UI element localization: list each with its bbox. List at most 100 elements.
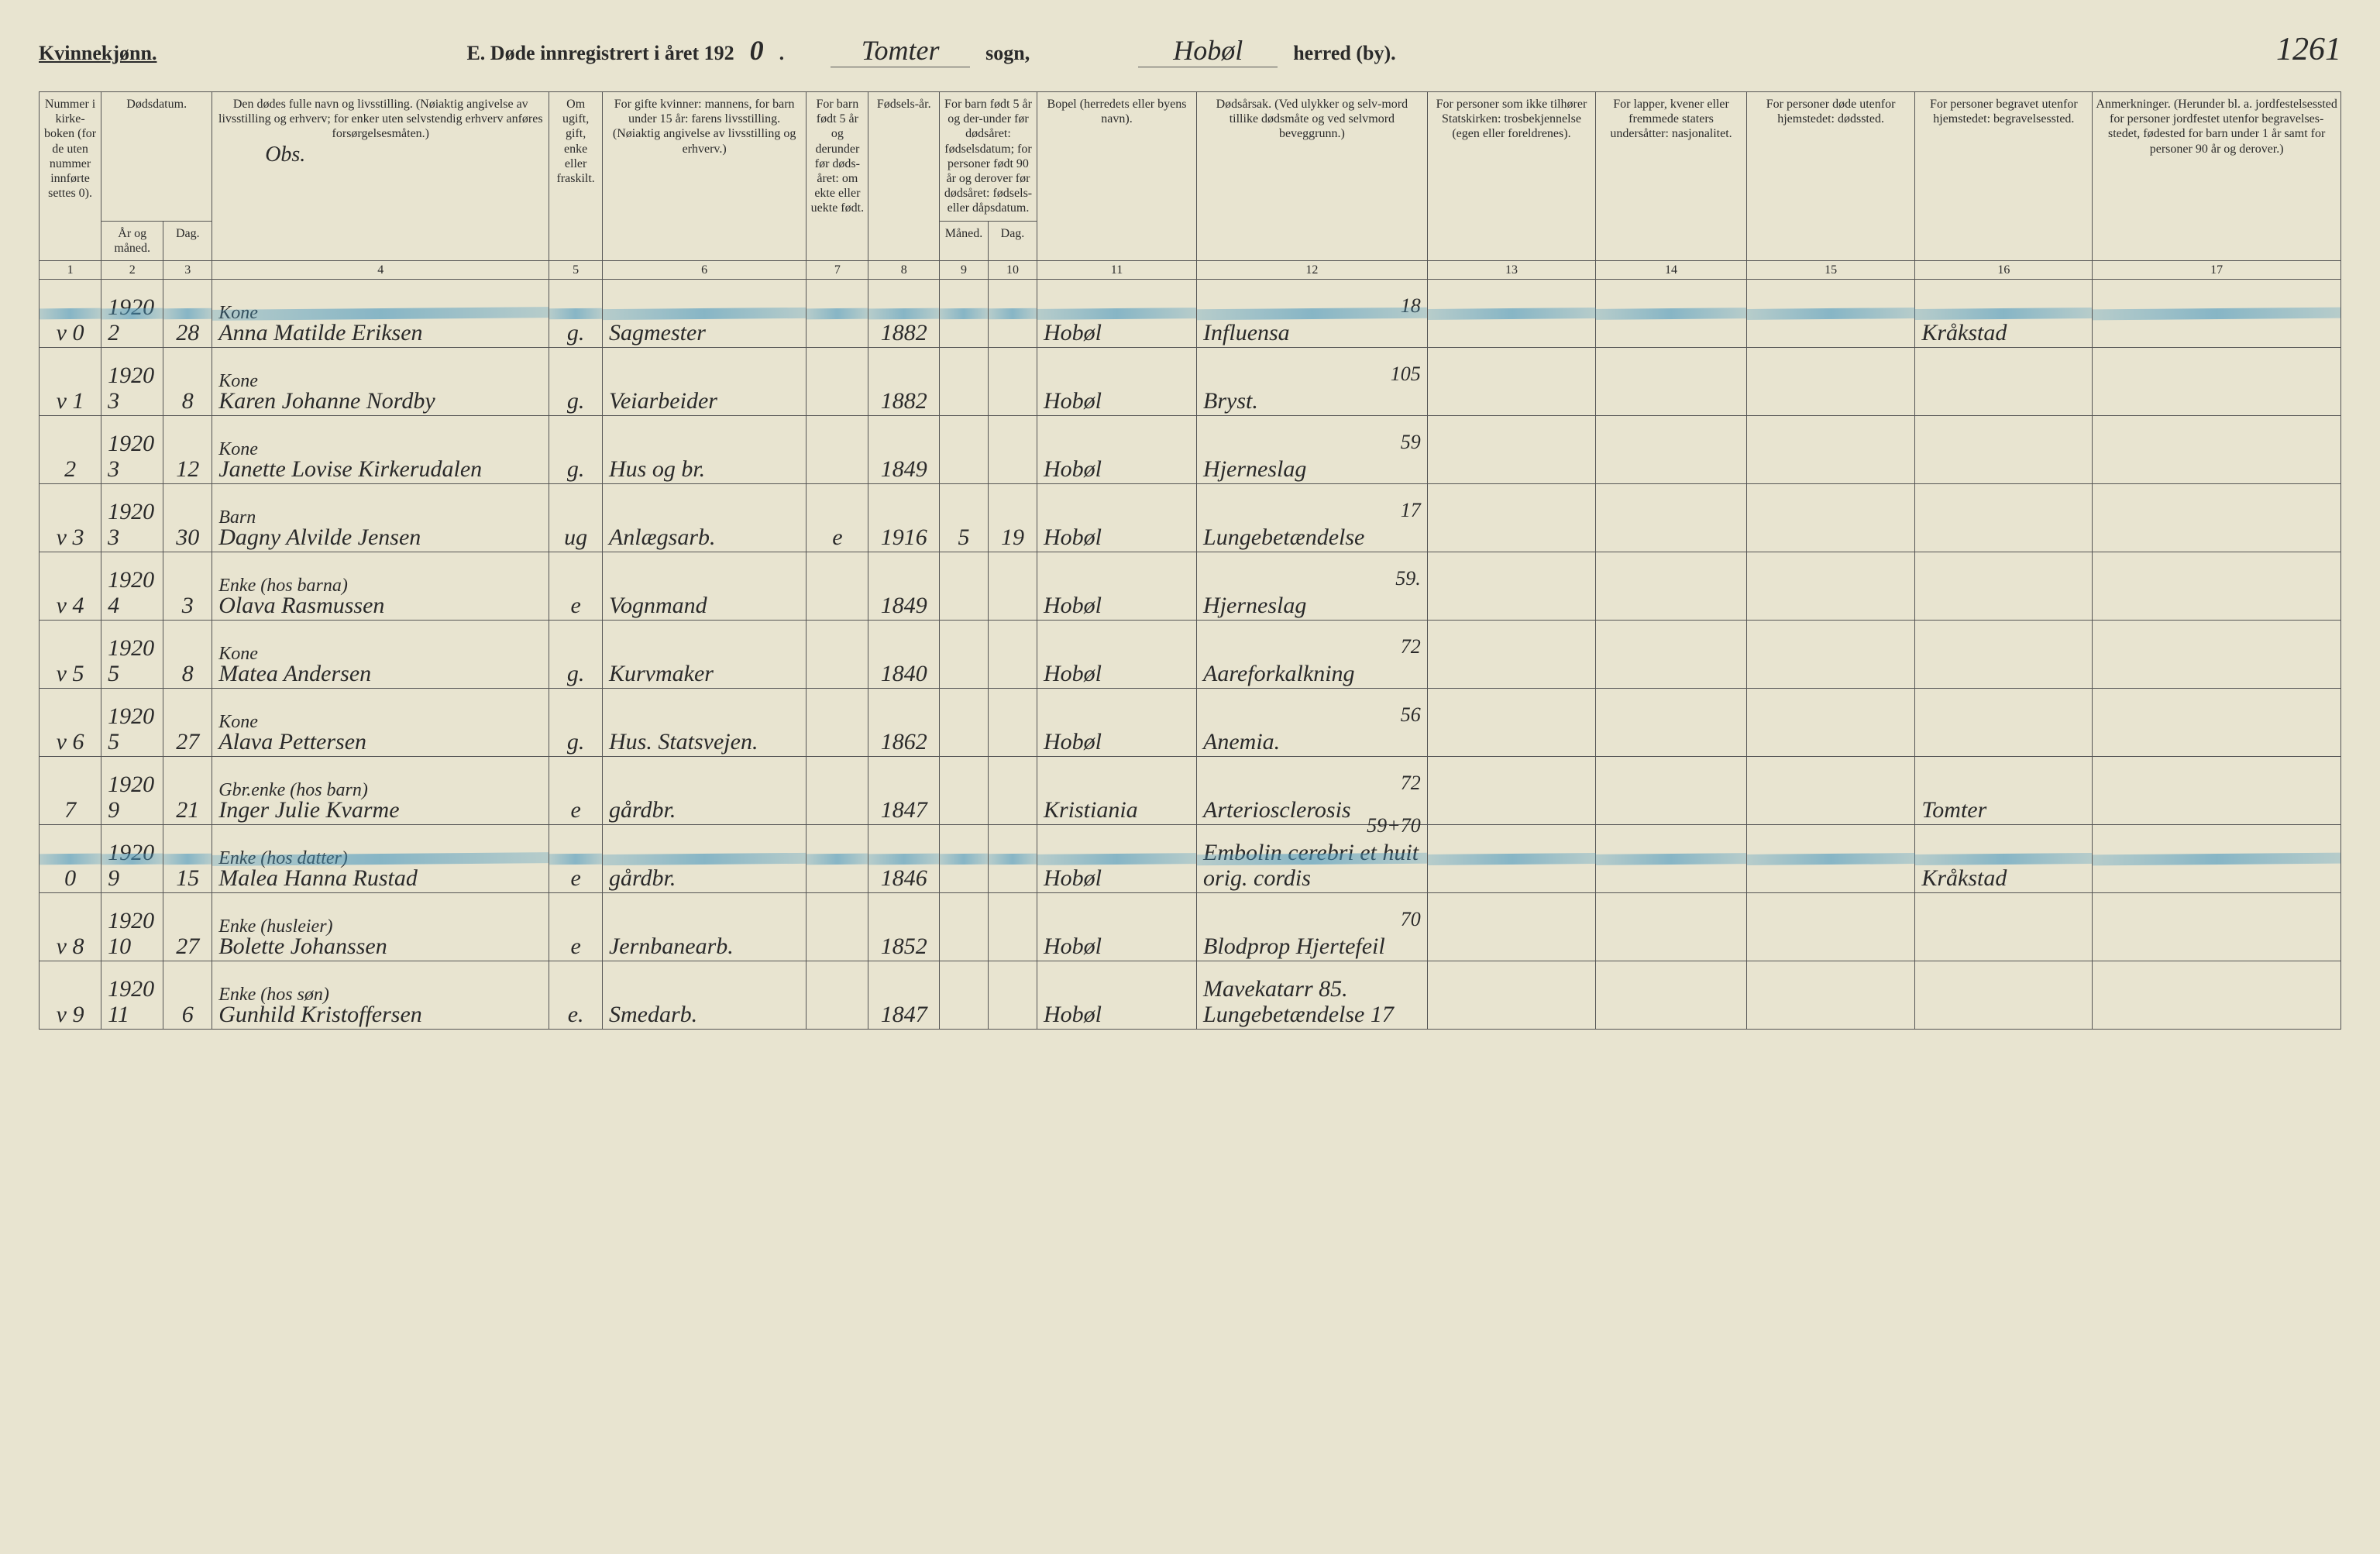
- cell: Hobøl: [1037, 552, 1196, 621]
- cell: KoneJanette Lovise Kirkerudalen: [212, 416, 549, 484]
- col-number: 15: [1746, 260, 1915, 279]
- cell: Smedarb.: [602, 961, 806, 1030]
- cell: Veiarbeider: [602, 348, 806, 416]
- cell: 1920 3: [101, 416, 163, 484]
- cell: v 8: [40, 893, 101, 961]
- table-row: 71920 921Gbr.enke (hos barn)Inger Julie …: [40, 757, 2341, 825]
- cell: [1746, 416, 1915, 484]
- cell: v 6: [40, 689, 101, 757]
- cell: [1427, 484, 1596, 552]
- table-head: Nummer i kirke-boken (for de uten nummer…: [40, 92, 2341, 280]
- ledger-page: Kvinnekjønn. E. Døde innregistrert i åre…: [39, 31, 2341, 1030]
- cell: [1427, 280, 1596, 348]
- cell: 56Anemia.: [1197, 689, 1428, 757]
- col-header: Om ugift, gift, enke eller fraskilt.: [549, 92, 603, 261]
- cell: Anlægsarb.: [602, 484, 806, 552]
- col-number: 17: [2093, 260, 2341, 279]
- cell: [807, 621, 868, 689]
- cell: 1840: [868, 621, 940, 689]
- cell: 3: [163, 552, 212, 621]
- cell: 1920 5: [101, 621, 163, 689]
- cell: 1920 9: [101, 825, 163, 893]
- cell: [807, 893, 868, 961]
- cell: 18Influensa: [1197, 280, 1428, 348]
- col-number: 10: [988, 260, 1037, 279]
- cell: 70Blodprop Hjertefeil: [1197, 893, 1428, 961]
- table-row: v 81920 1027Enke (husleier)Bolette Johan…: [40, 893, 2341, 961]
- cell: 1916: [868, 484, 940, 552]
- cell: 59.Hjerneslag: [1197, 552, 1428, 621]
- cell: 1846: [868, 825, 940, 893]
- col-header: For barn født 5 år og derunder før døds-…: [807, 92, 868, 261]
- col-header: For lapper, kvener eller fremmede stater…: [1596, 92, 1747, 261]
- cell: [1746, 893, 1915, 961]
- cell: [2093, 757, 2341, 825]
- cell: [940, 893, 989, 961]
- col-header: Anmerkninger. (Herunder bl. a. jordfeste…: [2093, 92, 2341, 261]
- cell: KoneAlava Pettersen: [212, 689, 549, 757]
- table-row: 01920 915Enke (hos datter)Malea Hanna Ru…: [40, 825, 2341, 893]
- cell: 1847: [868, 961, 940, 1030]
- cell: [807, 689, 868, 757]
- col-number: 2: [101, 260, 163, 279]
- ledger-table: Nummer i kirke-boken (for de uten nummer…: [39, 91, 2341, 1030]
- cell: 15: [163, 825, 212, 893]
- col-header: For personer døde utenfor hjemstedet: dø…: [1746, 92, 1915, 261]
- cell: 1920 4: [101, 552, 163, 621]
- cell: [1596, 961, 1747, 1030]
- cell: 1920 10: [101, 893, 163, 961]
- cell: [1915, 893, 2093, 961]
- table-row: v 91920 116Enke (hos søn)Gunhild Kristof…: [40, 961, 2341, 1030]
- cell: 8: [163, 348, 212, 416]
- cell: 1882: [868, 348, 940, 416]
- cell: [1746, 825, 1915, 893]
- cell: [988, 757, 1037, 825]
- table-body: v 01920 228KoneAnna Matilde Erikseng.Sag…: [40, 280, 2341, 1030]
- col-subheader: Måned.: [940, 221, 989, 260]
- cell: [988, 825, 1037, 893]
- cell: g.: [549, 621, 603, 689]
- cell: [1915, 416, 2093, 484]
- cell: [2093, 484, 2341, 552]
- col-number: 9: [940, 260, 989, 279]
- cell: Enke (hos barna)Olava Rasmussen: [212, 552, 549, 621]
- cell: Hobøl: [1037, 621, 1196, 689]
- cell: [1427, 348, 1596, 416]
- cell: 17Lungebetændelse: [1197, 484, 1428, 552]
- cell: e: [549, 825, 603, 893]
- cell: [2093, 348, 2341, 416]
- cell: Hobøl: [1037, 416, 1196, 484]
- cell: [1746, 280, 1915, 348]
- cell: [807, 961, 868, 1030]
- cell: Hus. Statsvejen.: [602, 689, 806, 757]
- cell: 6: [163, 961, 212, 1030]
- cell: Hobøl: [1037, 893, 1196, 961]
- cell: [1915, 484, 2093, 552]
- cell: e: [549, 893, 603, 961]
- cell: [1427, 689, 1596, 757]
- cell: 30: [163, 484, 212, 552]
- cell: KoneMatea Andersen: [212, 621, 549, 689]
- cell: [807, 280, 868, 348]
- cell: v 3: [40, 484, 101, 552]
- page-number: 1261: [2276, 31, 2341, 68]
- column-numbers: 1234567891011121314151617: [40, 260, 2341, 279]
- col-subheader: Dag.: [988, 221, 1037, 260]
- cell: 8: [163, 621, 212, 689]
- cell: [2093, 416, 2341, 484]
- cell: 7: [40, 757, 101, 825]
- cell: 27: [163, 689, 212, 757]
- col-header: Den dødes fulle navn og livsstilling. (N…: [212, 92, 549, 261]
- col-number: 7: [807, 260, 868, 279]
- cell: Tomter: [1915, 757, 2093, 825]
- cell: [807, 825, 868, 893]
- cell: [1427, 825, 1596, 893]
- col-number: 3: [163, 260, 212, 279]
- cell: [1427, 552, 1596, 621]
- cell: [940, 552, 989, 621]
- cell: g.: [549, 348, 603, 416]
- page-header: Kvinnekjønn. E. Døde innregistrert i åre…: [39, 31, 2341, 68]
- cell: [988, 552, 1037, 621]
- cell: [988, 621, 1037, 689]
- cell: 5: [940, 484, 989, 552]
